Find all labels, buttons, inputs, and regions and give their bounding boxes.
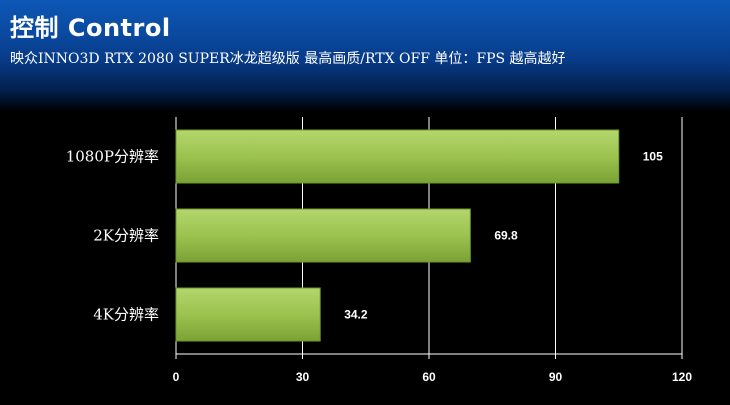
chart-subtitle: 映众INNO3D RTX 2080 SUPER冰龙超级版 最高画质/RTX OF… [10,51,566,67]
x-tick-label: 90 [549,370,563,384]
header-banner: 控制 Control 映众INNO3D RTX 2080 SUPER冰龙超级版 … [0,0,730,112]
category-label: 4K分辨率 [93,306,159,324]
labels: 0 30 60 90 120 1080P分辨率 105 2K分辨率 69.8 4K分辨率 34.2 [66,148,693,385]
x-tick-label: 0 [173,370,180,384]
bar [175,208,471,263]
bars [175,129,620,342]
x-tick-label: 30 [296,370,310,384]
chart-title: 控制 Control [10,14,171,42]
category-label: 1080P分辨率 [66,148,159,166]
x-tick-label: 60 [422,370,436,384]
bar [175,129,620,184]
data-label: 105 [643,150,663,164]
data-label: 69.8 [494,229,518,243]
x-tick-label: 120 [672,370,692,384]
data-label: 34.2 [344,308,368,322]
bar [175,287,321,342]
category-label: 2K分辨率 [93,227,159,245]
